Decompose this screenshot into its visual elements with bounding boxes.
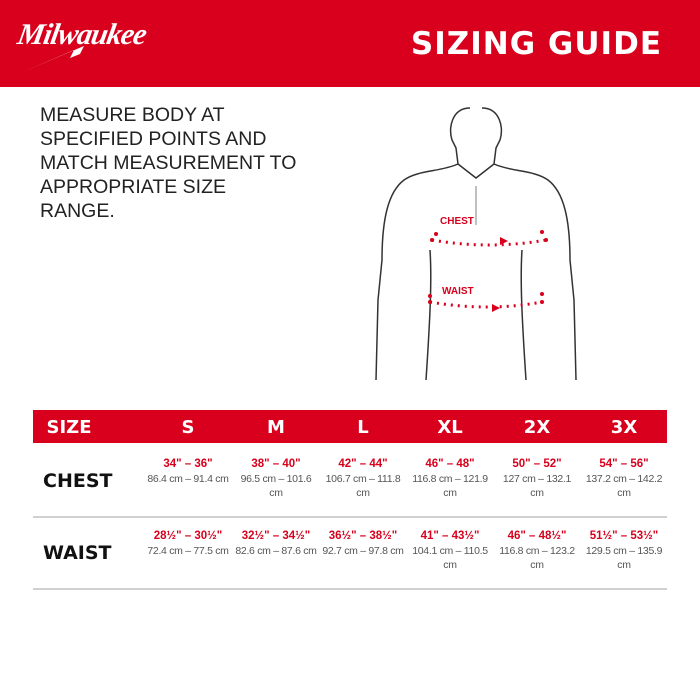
inches-range: 38" – 40" <box>251 458 301 470</box>
inches-range: 28½" – 30½" <box>153 530 223 542</box>
cm-range: 116.8 cm – 123.2 cm <box>499 545 575 571</box>
inches-range: 32½" – 34½" <box>241 530 311 542</box>
table-cell: 46" – 48" 116.8 cm – 121.9 cm <box>408 458 492 500</box>
cm-range: 106.7 cm – 111.8 cm <box>325 473 401 499</box>
cm-range: 127 cm – 132.1 cm <box>502 473 572 499</box>
table-row-chest: CHEST 34" – 36" 86.4 cm – 91.4 cm 38" – 40"… <box>33 446 667 518</box>
size-l: L <box>357 417 369 438</box>
inches-range: 41" – 43½" <box>420 530 480 542</box>
table-row-waist: WAIST 28½" – 30½" 72.4 cm – 77.5 cm 32½" – … <box>33 518 667 590</box>
inches-range: 54" – 56" <box>599 458 649 470</box>
waist-measure-line <box>428 292 544 312</box>
size-s: S <box>181 417 195 438</box>
waist-label: WAIST <box>442 286 474 297</box>
cm-range: 86.4 cm – 91.4 cm <box>147 473 229 485</box>
chest-label: CHEST <box>440 216 474 227</box>
table-cell: 46" – 48½" 116.8 cm – 123.2 cm <box>495 530 579 572</box>
chest-measure-line <box>430 230 548 247</box>
inches-range: 51½" – 53½" <box>589 530 659 542</box>
page-title: SIZING GUIDE <box>410 26 662 62</box>
size-m: M <box>267 417 285 438</box>
row-label: WAIST <box>43 542 112 564</box>
inches-range: 46" – 48" <box>425 458 475 470</box>
table-cell: 32½" – 34½" 82.6 cm – 87.6 cm <box>234 530 318 558</box>
instructions-text: MEASURE BODY AT SPECIFIED POINTS AND MAT… <box>40 104 297 222</box>
brand-wordmark: Milwaukee <box>15 18 149 51</box>
cm-range: 96.5 cm – 101.6 cm <box>240 473 312 499</box>
size-2x: 2X <box>523 417 551 438</box>
body-figure: CHEST WAIST <box>375 107 577 381</box>
table-cell: 54" – 56" 137.2 cm – 142.2 cm <box>582 458 666 500</box>
table-cell: 28½" – 30½" 72.4 cm – 77.5 cm <box>146 530 230 558</box>
table-cell: 38" – 40" 96.5 cm – 101.6 cm <box>234 458 318 500</box>
size-table-header: SIZE S M L XL 2X 3X <box>33 410 667 443</box>
inches-range: 50" – 52" <box>512 458 562 470</box>
cm-range: 129.5 cm – 135.9 cm <box>585 545 663 571</box>
cm-range: 82.6 cm – 87.6 cm <box>235 545 317 557</box>
table-cell: 34" – 36" 86.4 cm – 91.4 cm <box>146 458 230 486</box>
size-header-label: SIZE <box>46 417 92 438</box>
cm-range: 104.1 cm – 110.5 cm <box>412 545 488 571</box>
table-cell: 41" – 43½" 104.1 cm – 110.5 cm <box>408 530 492 572</box>
cm-range: 137.2 cm – 142.2 cm <box>585 473 663 499</box>
inches-range: 46" – 48½" <box>507 530 567 542</box>
inches-range: 34" – 36" <box>163 458 213 470</box>
row-label: CHEST <box>43 470 113 492</box>
size-xl: XL <box>437 417 463 438</box>
inches-range: 42" – 44" <box>338 458 388 470</box>
table-cell: 42" – 44" 106.7 cm – 111.8 cm <box>321 458 405 500</box>
cm-range: 116.8 cm – 121.9 cm <box>412 473 488 499</box>
size-3x: 3X <box>610 417 638 438</box>
cm-range: 72.4 cm – 77.5 cm <box>147 545 229 557</box>
cm-range: 92.7 cm – 97.8 cm <box>322 545 404 557</box>
table-cell: 51½" – 53½" 129.5 cm – 135.9 cm <box>582 530 666 572</box>
inches-range: 36½" – 38½" <box>328 530 398 542</box>
table-cell: 50" – 52" 127 cm – 132.1 cm <box>495 458 579 500</box>
header-banner: Milwaukee SIZING GUIDE <box>0 0 700 87</box>
table-cell: 36½" – 38½" 92.7 cm – 97.8 cm <box>321 530 405 558</box>
